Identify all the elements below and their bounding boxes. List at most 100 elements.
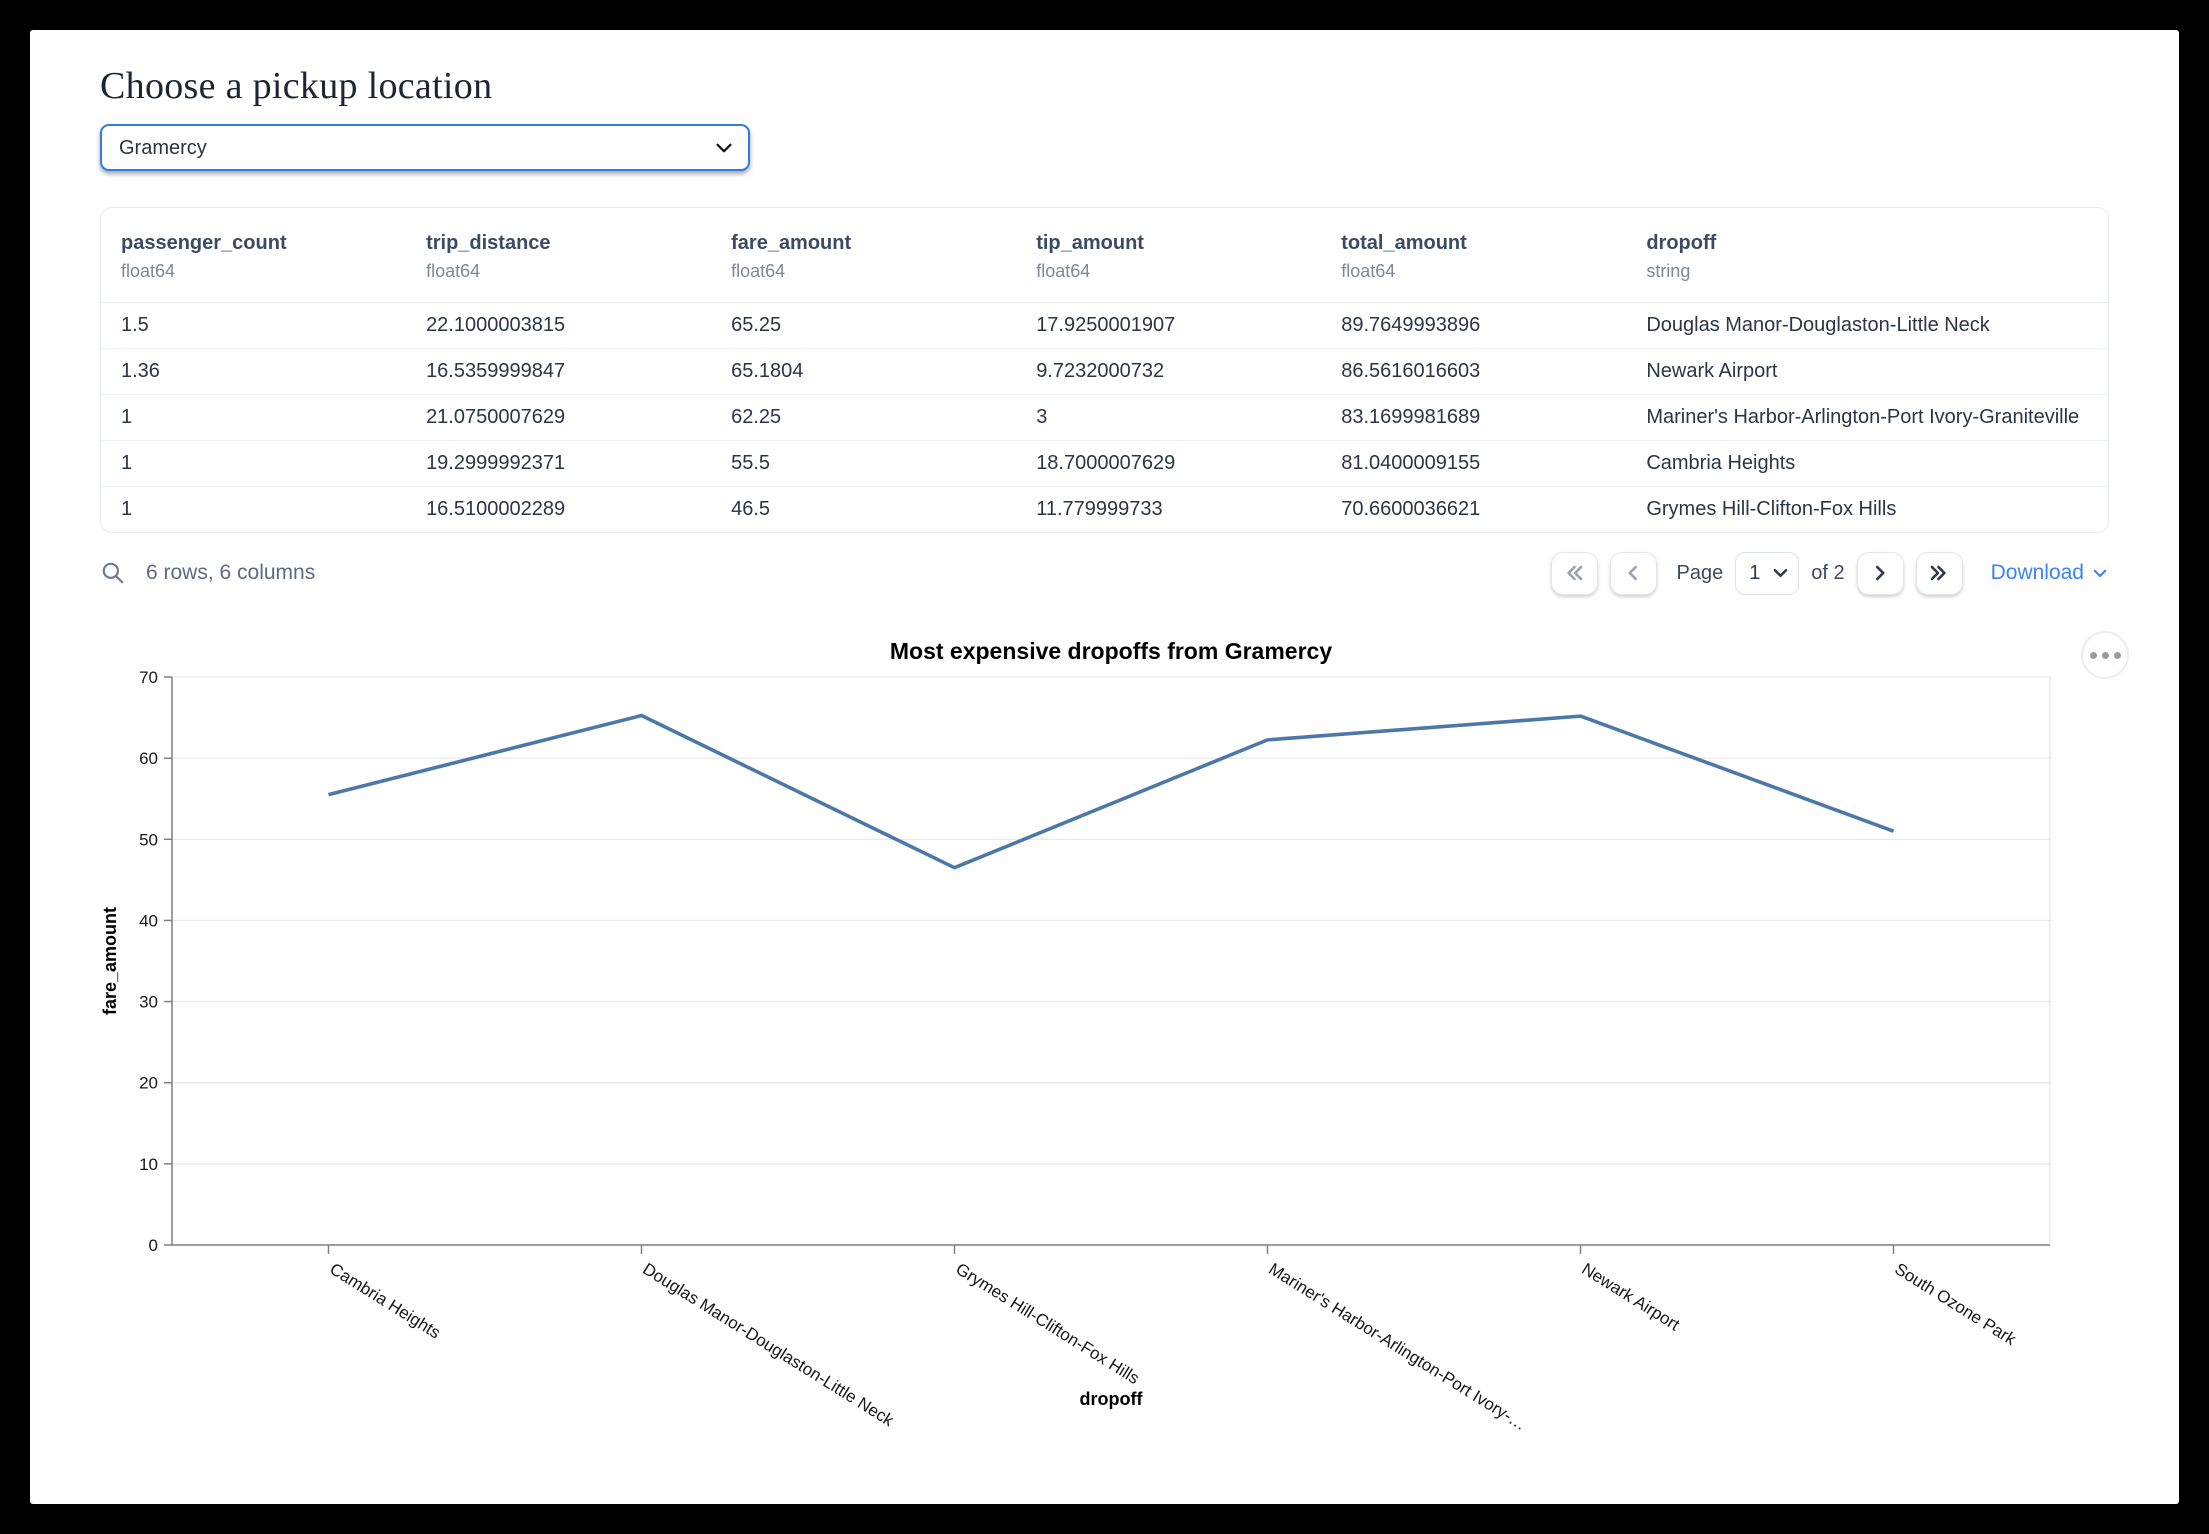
column-header[interactable]: passenger_count float64 — [101, 208, 406, 303]
table-cell: 1 — [101, 486, 407, 532]
download-label: Download — [1990, 561, 2084, 584]
table-cell: 19.2999992371 — [406, 440, 712, 487]
table-footer: 6 rows, 6 columns Page 1 of 2 — [100, 549, 2109, 597]
table-cell: Newark Airport — [1626, 348, 2108, 395]
chevron-down-icon — [2093, 569, 2107, 578]
first-page-button[interactable] — [1550, 551, 1598, 595]
column-name: tip_amount — [1036, 232, 1144, 254]
previous-page-button[interactable] — [1609, 551, 1657, 595]
column-dtype: float64 — [731, 261, 786, 281]
page-count-label: of 2 — [1811, 561, 1845, 584]
table-cell: Grymes Hill-Clifton-Fox Hills — [1626, 486, 2108, 532]
pagination: Page 1 of 2 Download — [1550, 551, 2109, 595]
page-title: Choose a pickup location — [100, 65, 493, 107]
download-button[interactable]: Download — [1991, 561, 2109, 585]
x-tick-label: Grymes Hill-Clifton-Fox Hills — [952, 1259, 1142, 1388]
y-tick-label: 20 — [139, 1074, 158, 1093]
table-cell: 65.25 — [731, 314, 782, 336]
column-name: total_amount — [1341, 232, 1467, 254]
table-summary-group: 6 rows, 6 columns — [100, 560, 315, 586]
next-page-button[interactable] — [1856, 551, 1904, 595]
table-cell: Mariner's Harbor-Arlington-Port Ivory-Gr… — [1626, 394, 2108, 441]
table-cell: 46.5 — [711, 486, 1017, 532]
table-cell: 70.6600036621 — [1321, 486, 1627, 532]
table-cell: 17.9250001907 — [1036, 314, 1176, 336]
y-axis-title: fare_amount — [100, 907, 120, 1015]
table-cell: 18.7000007629 — [1016, 440, 1322, 487]
chevron-left-icon — [1628, 565, 1638, 581]
table-cell: 16.5100002289 — [406, 486, 712, 532]
column-name: dropoff — [1646, 232, 1717, 254]
fare-amount-line — [328, 713, 1895, 870]
x-tick-label: South Ozone Park — [1891, 1259, 2019, 1349]
table-cell: 3 — [1016, 394, 1322, 441]
x-tick-label: Mariner's Harbor-Arlington-Port Ivory-… — [1265, 1259, 1529, 1434]
column-header[interactable]: fare_amount float64 — [711, 208, 1016, 303]
last-page-button[interactable] — [1915, 551, 1963, 595]
column-name: trip_distance — [426, 232, 551, 254]
x-axis-title: dropoff — [1080, 1389, 1144, 1409]
y-tick-label: 30 — [139, 993, 158, 1012]
column-header[interactable]: total_amount float64 — [1321, 208, 1626, 303]
table-cell: 86.5616016603 — [1321, 348, 1627, 395]
table-cell: 89.7649993896 — [1341, 314, 1481, 336]
x-tick-label: Cambria Heights — [326, 1259, 443, 1342]
y-tick-label: 70 — [139, 668, 158, 687]
fare-line-chart: 0 10 20 30 40 50 60 70 Cambria Heights Douglas Ma… — [100, 638, 2051, 1434]
pickup-select-row: Gramercy — [100, 124, 2179, 171]
table-cell: 1.36 — [101, 348, 407, 395]
column-dtype: float64 — [1341, 261, 1396, 281]
y-tick-label: 50 — [139, 830, 158, 849]
column-name: passenger_count — [121, 232, 287, 254]
column-dtype: float64 — [426, 261, 481, 281]
y-tick-label: 10 — [139, 1155, 158, 1174]
pickup-select-wrap: Gramercy — [100, 124, 750, 171]
table-row: 1 19.2999992371 55.5 18.7000007629 81.040000… — [101, 440, 2108, 487]
chevron-right-icon — [1876, 565, 1885, 581]
search-icon[interactable] — [100, 560, 126, 586]
page-label: Page — [1676, 561, 1724, 584]
x-tick-label: Douglas Manor-Douglaston-Little Neck — [639, 1259, 897, 1430]
table-cell: 62.25 — [711, 394, 1017, 441]
table-cell: 1.5 — [121, 314, 149, 336]
table-cell: 65.1804 — [711, 348, 1017, 395]
page-select-wrap: 1 — [1735, 551, 1800, 595]
chart-title: Most expensive dropoffs from Gramercy — [890, 638, 1332, 664]
y-tick-label: 60 — [139, 749, 158, 768]
pickup-location-select[interactable]: Gramercy — [100, 124, 750, 171]
column-dtype: float64 — [121, 261, 176, 281]
page-number-select[interactable]: 1 — [1735, 551, 1800, 595]
table-row: 1 21.0750007629 62.25 3 83.1699981689 Mariner… — [101, 394, 2108, 441]
column-name: fare_amount — [731, 232, 852, 254]
ellipsis-icon — [2089, 651, 2097, 659]
chart-actions-button[interactable] — [2081, 631, 2129, 679]
y-tick-label: 0 — [149, 1236, 158, 1255]
table-cell: 9.7232000732 — [1016, 348, 1322, 395]
chart-section: 0 10 20 30 40 50 60 70 Cambria Heights Douglas Ma… — [30, 627, 2179, 1461]
x-tick-label: Newark Airport — [1578, 1259, 1683, 1334]
plot-frame — [171, 676, 2051, 1246]
column-header[interactable]: tip_amount float64 — [1016, 208, 1321, 303]
table-cell: Douglas Manor-Douglaston-Little Neck — [1646, 314, 1990, 336]
table-cell: 21.0750007629 — [406, 394, 712, 441]
chevrons-right-icon — [1930, 565, 1946, 581]
app-card: Choose a pickup location Gramercy passen… — [30, 30, 2179, 1504]
table-cell: 81.0400009155 — [1321, 440, 1627, 487]
column-header[interactable]: dropoff string — [1626, 208, 2108, 303]
table-cell: 1 — [101, 394, 407, 441]
chevrons-left-icon — [1567, 565, 1583, 581]
table-cell: 11.779999733 — [1016, 486, 1322, 532]
table-cell: 22.1000003815 — [426, 314, 566, 336]
table-row: 1.5 22.1000003815 65.25 17.9250001907 89.764… — [101, 303, 2108, 349]
column-dtype: float64 — [1036, 261, 1091, 281]
table-cell: 83.1699981689 — [1321, 394, 1627, 441]
column-header[interactable]: trip_distance float64 — [406, 208, 711, 303]
y-tick-label: 40 — [139, 911, 158, 930]
table-cell: 16.5359999847 — [406, 348, 712, 395]
table-row: 1.36 16.5359999847 65.1804 9.7232000732 86.5… — [101, 348, 2108, 395]
table-cell: 55.5 — [711, 440, 1017, 487]
table-cell: Cambria Heights — [1626, 440, 2108, 487]
column-dtype: string — [1646, 261, 1691, 281]
